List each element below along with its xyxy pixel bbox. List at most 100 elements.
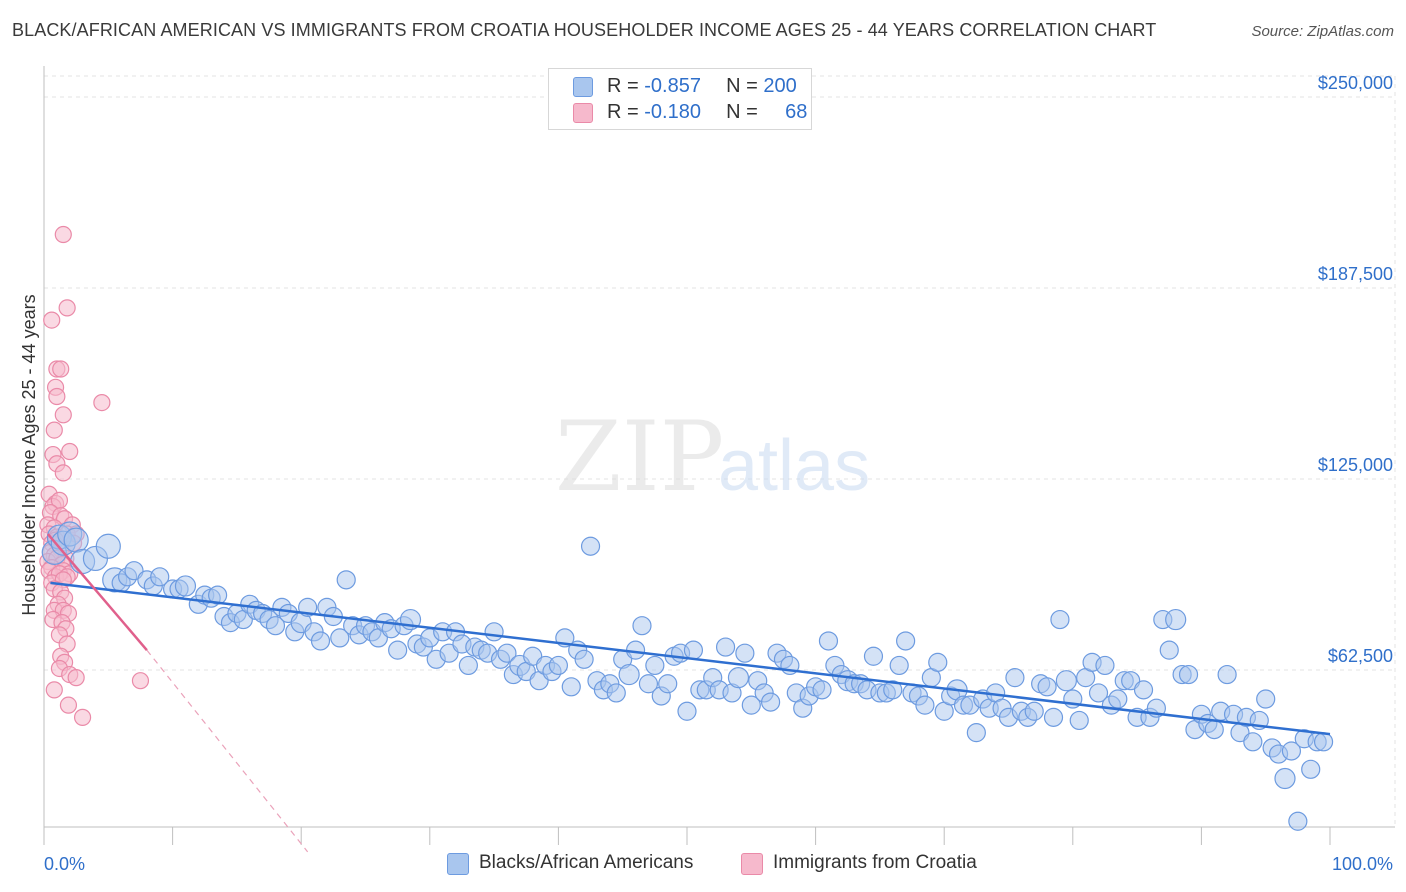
blue-point	[915, 695, 935, 715]
blue-series-points	[41, 521, 1334, 831]
watermark: ZIP atlas	[555, 401, 870, 513]
legend-swatch-blue	[573, 77, 593, 97]
legend-pink-r-label: R =	[607, 101, 639, 123]
blue-point	[618, 663, 640, 686]
blue-point	[741, 695, 761, 715]
blue-point	[606, 683, 626, 703]
blue-point	[683, 640, 704, 660]
bottom-legend-label-pink: Immigrants from Croatia	[773, 852, 977, 873]
blue-point	[1050, 609, 1070, 630]
blue-point	[561, 677, 581, 697]
blue-point	[548, 655, 569, 676]
y-tick-label: $125,000	[1318, 455, 1393, 475]
blue-point	[265, 616, 286, 636]
pink-point	[58, 299, 76, 317]
blue-point	[1024, 701, 1044, 721]
pink-point	[45, 681, 63, 699]
blue-trend-line	[50, 581, 1331, 736]
blue-point	[1069, 710, 1089, 731]
pink-point	[43, 311, 61, 329]
blue-point	[818, 631, 839, 651]
pink-point	[54, 225, 72, 244]
bottom-legend-swatch-pink	[741, 853, 763, 875]
pink-point	[54, 406, 72, 424]
blue-point	[677, 701, 697, 721]
blue-point	[1288, 811, 1308, 831]
blue-point	[208, 585, 228, 605]
pink-point	[73, 708, 92, 726]
blue-point	[574, 649, 594, 669]
pink-trend-extension	[146, 649, 309, 853]
watermark-zip: ZIP	[555, 401, 724, 513]
blue-point	[1256, 689, 1276, 709]
axes	[43, 66, 1395, 845]
legend-blue-r-value: -0.857	[644, 75, 701, 97]
x-tick-label-min: 0.0%	[44, 854, 85, 874]
legend-pink-r-value: -0.180	[644, 101, 701, 123]
bottom-legend-label-blue: Blacks/African Americans	[479, 852, 694, 873]
blue-point	[1133, 680, 1154, 700]
pink-point	[54, 464, 72, 482]
pink-point	[45, 421, 63, 439]
blue-point	[1217, 664, 1237, 685]
pink-point	[67, 669, 85, 687]
blue-point	[1095, 655, 1115, 676]
blue-point	[388, 640, 408, 660]
blue-point	[1055, 670, 1077, 692]
blue-point	[1313, 732, 1334, 752]
bottom-legend-swatch-blue	[447, 853, 469, 875]
blue-point	[1088, 683, 1109, 703]
blue-point	[1043, 707, 1064, 727]
pink-point	[93, 394, 111, 412]
pink-point	[52, 360, 70, 378]
pink-trend-line	[46, 533, 148, 651]
pink-point	[48, 387, 66, 406]
legend-blue-n-value: 200	[763, 75, 797, 97]
y-tick-label: $250,000	[1318, 73, 1393, 93]
pink-series-points	[39, 225, 150, 726]
blue-point	[1159, 640, 1179, 660]
blue-point	[889, 655, 909, 676]
blue-point	[863, 646, 884, 666]
blue-point	[174, 575, 197, 597]
legend-blue-n-label: N =	[726, 75, 758, 97]
x-tick-label-max: 100.0%	[1332, 854, 1393, 874]
blue-point	[458, 655, 478, 676]
blue-point	[1108, 689, 1128, 709]
blue-point	[1204, 719, 1224, 740]
blue-point	[658, 674, 678, 694]
blue-point	[150, 567, 170, 587]
blue-point	[632, 616, 652, 636]
blue-point	[1274, 767, 1296, 790]
watermark-atlas: atlas	[718, 426, 870, 506]
blue-point	[1243, 732, 1263, 752]
blue-point	[310, 631, 331, 651]
legend-pink-n-label: N =	[726, 101, 758, 123]
pink-point	[59, 696, 78, 714]
source-credit: Source: ZipAtlas.com	[1251, 23, 1394, 40]
legend-swatch-pink	[573, 103, 593, 123]
blue-point	[1165, 608, 1187, 631]
blue-point	[715, 637, 736, 657]
blue-point	[484, 622, 504, 642]
blue-point	[638, 674, 659, 694]
legend-blue-r-label: R =	[607, 75, 639, 97]
blue-point	[1037, 677, 1057, 697]
blue-point	[645, 655, 665, 676]
blue-point	[1178, 664, 1199, 685]
pink-point	[61, 442, 79, 461]
correlation-legend: R = -0.857 N = 200 R = -0.180 N = 68	[548, 68, 812, 130]
y-tick-label: $62,500	[1328, 646, 1393, 666]
blue-point	[95, 533, 121, 559]
blue-point	[735, 643, 755, 663]
blue-point	[1005, 668, 1025, 688]
trend-lines	[46, 533, 1331, 853]
y-axis-label: Householder Income Ages 25 - 44 years	[19, 294, 39, 615]
tick-labels: $62,500 $125,000 $187,500 $250,000 0.0% 100.0…	[44, 73, 1393, 874]
blue-point	[966, 723, 986, 743]
blue-point	[1281, 741, 1302, 761]
blue-point	[883, 680, 903, 700]
blue-point	[1301, 759, 1321, 779]
legend-pink-n-value: 68	[785, 101, 808, 123]
